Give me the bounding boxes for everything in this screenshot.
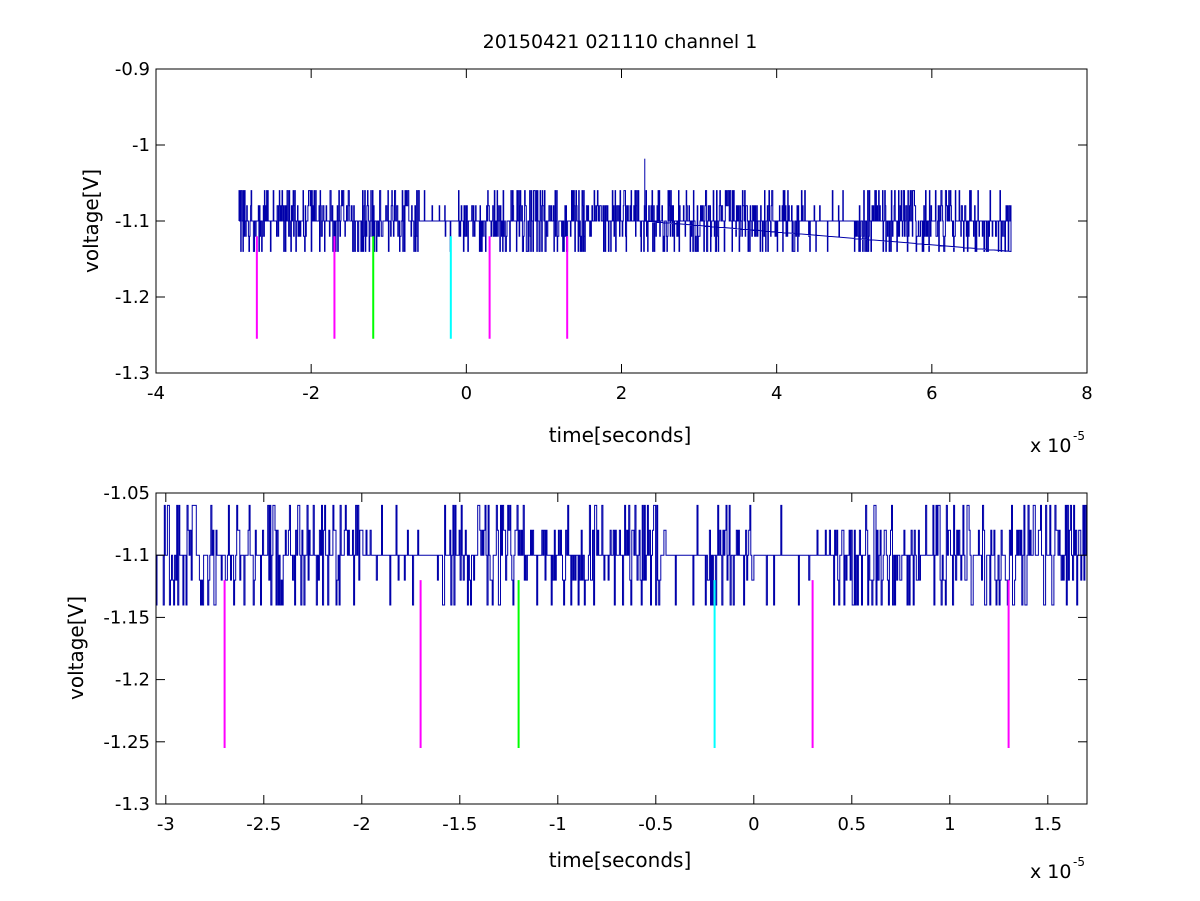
bottom-signal-line [155, 504, 1088, 606]
top-x-tick-label: -4 [147, 383, 165, 404]
bottom-x-axis-label: time[seconds] [549, 848, 692, 872]
bottom-y-axis-label: voltage[V] [64, 596, 88, 700]
top-x-tick-label: 6 [926, 383, 937, 404]
top-x-tick-label: 4 [771, 383, 782, 404]
top-y-tick-label: -1.3 [115, 363, 150, 384]
bottom-y-ticks: -1.05 -1.1 -1.15 -1.2 -1.25 -1.3 [103, 483, 1087, 815]
bottom-x-tick-label: -0.5 [638, 814, 673, 835]
bottom-x-tick-label: -3 [157, 814, 175, 835]
top-markers [255, 236, 569, 339]
top-signal-line [238, 190, 1012, 252]
bottom-x-exponent: x 10 -5 [1030, 855, 1085, 883]
top-y-tick-label: -1 [132, 135, 150, 156]
bottom-y-tick-label: -1.3 [115, 794, 150, 815]
top-x-tick-label: 8 [1081, 383, 1092, 404]
bottom-subplot: -3 -2.5 -2 -1.5 -1 -0.5 0 0.5 1 1.5 -1.05 -1.1 -1.1… [64, 483, 1088, 883]
top-y-axis-label: voltage[V] [79, 169, 103, 273]
bottom-y-tick-label: -1.05 [103, 483, 150, 504]
bottom-x-tick-label: -2 [353, 814, 371, 835]
bottom-signal-trace [155, 504, 1088, 606]
top-x-ticks: -4 -2 0 2 4 6 8 [147, 69, 1093, 404]
bottom-x-tick-label: 0 [748, 814, 759, 835]
bottom-x-tick-label: 1.5 [1033, 814, 1062, 835]
top-x-multiplier: x 10 [1030, 435, 1071, 457]
bottom-x-tick-label: -1 [549, 814, 567, 835]
top-subplot: 20150421 021110 channel 1 -4 -2 0 2 4 6 8 -0.9… [79, 31, 1093, 457]
bottom-x-ticks: -3 -2.5 -2 -1.5 -1 -0.5 0 0.5 1 1.5 [157, 493, 1062, 835]
bottom-x-multiplier: x 10 [1030, 861, 1071, 883]
bottom-y-tick-label: -1.15 [103, 607, 150, 628]
bottom-x-multiplier-exponent: -5 [1073, 855, 1085, 869]
top-y-tick-label: -1.2 [115, 287, 150, 308]
top-y-tick-label: -0.9 [115, 59, 150, 80]
top-x-multiplier-exponent: -5 [1073, 429, 1085, 443]
top-x-axis-label: time[seconds] [549, 423, 692, 447]
top-y-tick-label: -1.1 [115, 211, 150, 232]
bottom-x-tick-label: -2.5 [246, 814, 281, 835]
top-x-exponent: x 10 -5 [1030, 429, 1085, 457]
top-signal-trace [238, 158, 1012, 252]
top-x-tick-label: 0 [461, 383, 472, 404]
chart-title: 20150421 021110 channel 1 [483, 31, 758, 53]
bottom-y-tick-label: -1.1 [115, 545, 150, 566]
top-x-tick-label: 2 [616, 383, 627, 404]
bottom-x-tick-label: -1.5 [442, 814, 477, 835]
bottom-x-tick-label: 0.5 [837, 814, 866, 835]
bottom-y-tick-label: -1.25 [103, 732, 150, 753]
bottom-axes-box [155, 492, 1088, 805]
top-x-tick-label: -2 [302, 383, 320, 404]
bottom-markers [223, 580, 1010, 749]
bottom-x-tick-label: 1 [944, 814, 955, 835]
top-y-ticks: -0.9 -1 -1.1 -1.2 -1.3 [115, 59, 1087, 384]
bottom-y-tick-label: -1.2 [115, 670, 150, 691]
